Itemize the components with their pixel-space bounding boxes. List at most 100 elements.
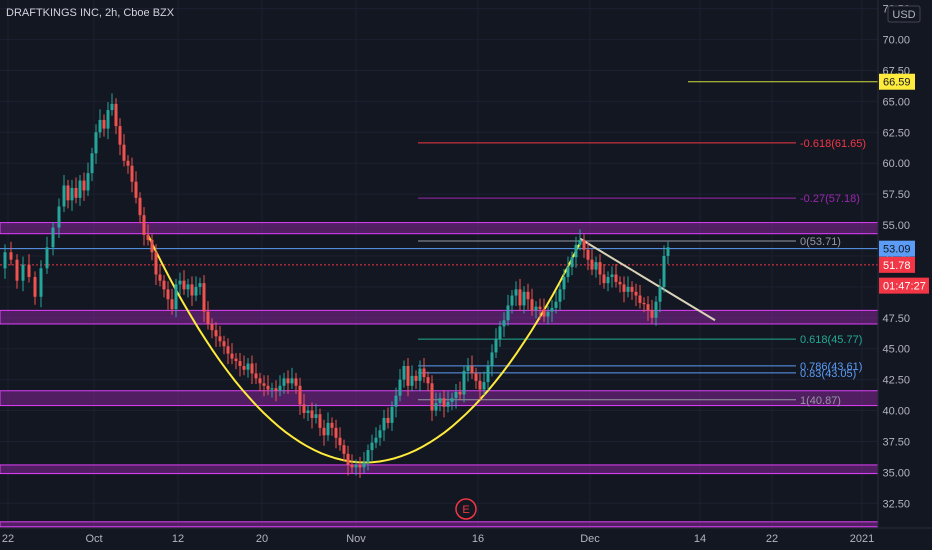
candle-body — [578, 239, 582, 245]
currency-button[interactable]: USD — [887, 5, 921, 23]
price-tag-label: 66.59 — [883, 77, 911, 89]
candle-body — [486, 366, 490, 383]
y-tick-label: 55.00 — [882, 220, 910, 232]
candle-body — [470, 366, 474, 374]
candle-body — [378, 430, 382, 438]
x-tick-label: 20 — [256, 533, 268, 545]
candle-body — [342, 445, 346, 454]
candle-body — [350, 464, 354, 468]
candle-body — [446, 401, 450, 407]
candle-body — [522, 291, 526, 306]
price-tag[interactable] — [879, 240, 915, 257]
price-tag[interactable] — [879, 256, 915, 273]
candle-body — [126, 160, 130, 166]
candle-body — [474, 373, 478, 381]
candle-body — [502, 320, 506, 327]
candle-body — [434, 403, 438, 411]
zone-band[interactable] — [0, 222, 879, 235]
x-tick-label: 14 — [694, 533, 706, 545]
candle-body — [534, 306, 538, 311]
x-tick-label: 22 — [2, 533, 14, 545]
candle-body — [258, 378, 262, 384]
candle-body — [9, 252, 13, 260]
candle-body — [15, 259, 19, 281]
fib-label: 0.786(43.61) — [800, 361, 862, 373]
candle-body — [302, 404, 306, 414]
candle-body — [322, 427, 326, 436]
candle-body — [51, 227, 55, 248]
candle-body — [62, 185, 66, 207]
zone-band[interactable] — [0, 521, 879, 528]
zone-band[interactable] — [0, 464, 879, 475]
candle-body — [626, 286, 630, 292]
candle-body — [214, 330, 218, 337]
candle-body — [622, 284, 626, 292]
candle-body — [550, 307, 554, 312]
candle-body — [306, 410, 310, 414]
candle-body — [186, 284, 190, 290]
fibonacci-levels[interactable]: -0.618(61.65) -0.27(57.18) 0(53.71) 0.618(4… — [418, 138, 866, 407]
handle-trendline[interactable] — [579, 237, 716, 322]
candle-body — [138, 197, 142, 216]
candle-body — [282, 378, 286, 386]
candle-body — [286, 378, 290, 384]
candle-body — [118, 126, 122, 145]
candle-body — [194, 286, 198, 296]
candle-body — [602, 274, 606, 284]
fib-label: 0.83(43.05) — [800, 368, 856, 380]
zone-band[interactable] — [0, 309, 879, 325]
candle-body — [358, 464, 362, 468]
candle-body — [426, 377, 430, 384]
candle-body — [334, 427, 338, 438]
price-tag[interactable] — [879, 73, 915, 90]
candle-body — [666, 247, 670, 256]
candle-body — [570, 257, 574, 268]
time-axis[interactable]: 22 Oct 12 20 Nov 16 Dec 14 22 2021 — [0, 527, 932, 545]
candle-body — [21, 264, 25, 281]
candle-body — [86, 173, 90, 191]
candle-body — [82, 180, 86, 191]
candle-body — [298, 385, 302, 405]
candle-body — [254, 373, 258, 379]
candle-body — [658, 286, 662, 302]
candle-body — [310, 410, 314, 418]
candle-body — [3, 252, 7, 269]
candle-body — [290, 378, 294, 384]
x-tick-label: Oct — [85, 533, 102, 545]
candle-body — [514, 289, 518, 296]
candle-body — [39, 268, 43, 297]
candle-body — [314, 414, 318, 418]
chart-title: DRAFTKINGS INC, 2h, Cboe BZX — [6, 7, 175, 19]
candle-body — [646, 304, 650, 311]
price-tag[interactable] — [879, 277, 929, 294]
candle-body — [410, 375, 414, 386]
candle-body — [394, 395, 398, 407]
candle-body — [630, 286, 634, 292]
candle-body — [574, 244, 578, 258]
fib-label: 0.618(45.77) — [800, 334, 862, 346]
candle-body — [106, 110, 110, 129]
candle-body — [234, 358, 238, 362]
candle-body — [566, 267, 570, 277]
candle-body — [458, 391, 462, 395]
candle-body — [346, 453, 350, 465]
candle-body — [642, 302, 646, 305]
candle-body — [414, 375, 418, 381]
candle-body — [294, 378, 298, 386]
candle-body — [402, 366, 406, 380]
earnings-marker[interactable]: E — [455, 498, 477, 520]
candle-body — [530, 299, 534, 311]
candle-body — [382, 417, 386, 431]
candle-body — [114, 103, 118, 127]
candle-body — [222, 341, 226, 347]
candle-body — [318, 414, 322, 428]
candle-body — [238, 361, 242, 367]
price-axis[interactable]: 72.5070.0067.5065.0062.5060.0057.5055.00… — [877, 0, 932, 550]
candle-body — [45, 247, 49, 269]
earnings-marker-circle[interactable] — [455, 498, 477, 520]
candle-body — [78, 180, 82, 198]
horizontal-lines[interactable] — [0, 81, 878, 266]
candle-body — [438, 398, 442, 404]
